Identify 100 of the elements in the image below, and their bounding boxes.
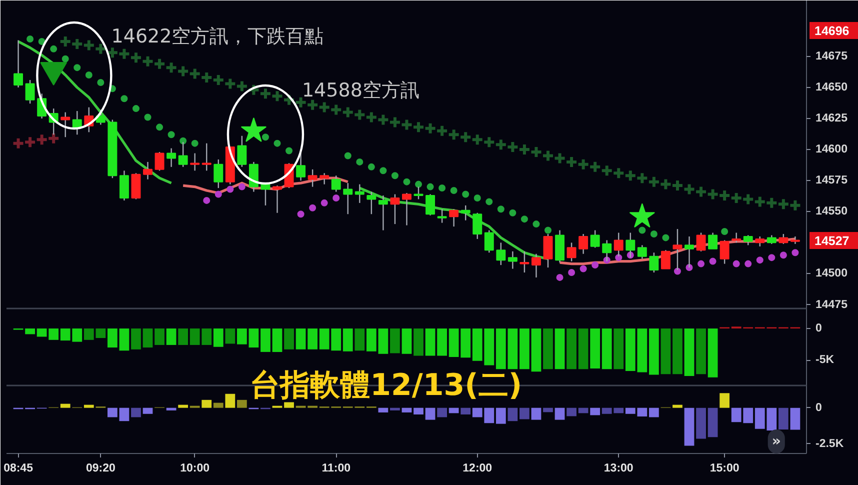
- point: [144, 114, 152, 121]
- point: [509, 209, 516, 216]
- bar: [202, 400, 212, 408]
- annotation: »: [772, 434, 781, 450]
- candlestick: [154, 151, 164, 172]
- y-tick-label: 14575: [816, 174, 848, 187]
- point: [26, 36, 34, 42]
- annotation: 台指軟體12/13(二): [250, 368, 522, 403]
- bar: [672, 404, 682, 408]
- point: [214, 190, 222, 198]
- point: [474, 194, 481, 202]
- candlestick: [378, 194, 388, 231]
- text: 14527: [814, 234, 850, 248]
- point: [238, 183, 246, 190]
- point: [50, 45, 58, 52]
- y-tick-label: 14625: [816, 112, 848, 124]
- bar: [566, 408, 576, 416]
- point: [35, 133, 48, 146]
- candlestick: [602, 240, 612, 262]
- point: [332, 194, 340, 202]
- bar: [60, 404, 70, 408]
- candlestick: [696, 232, 706, 252]
- point: [709, 258, 716, 265]
- point: [792, 249, 799, 256]
- candlestick: [320, 172, 330, 185]
- candlestick: [508, 250, 518, 270]
- point: [650, 230, 658, 238]
- candlestick: [660, 250, 670, 270]
- point: [12, 136, 25, 150]
- bar: [119, 408, 130, 422]
- point: [97, 78, 104, 86]
- bar: [236, 400, 247, 408]
- candlestick: [520, 250, 530, 274]
- candlestick: [531, 253, 541, 278]
- bar: [590, 408, 600, 416]
- point: [486, 198, 493, 206]
- candlestick: [590, 230, 600, 248]
- point: [638, 226, 646, 234]
- point: [262, 134, 269, 141]
- point: [191, 140, 198, 147]
- bar: [460, 408, 471, 414]
- x-tick-label: 11:00: [322, 462, 350, 474]
- bar: [213, 402, 224, 408]
- candlestick: [778, 233, 788, 245]
- y-tick-label: -2.5K: [816, 438, 844, 450]
- candlestick: [755, 236, 765, 248]
- x-tick-label: 09:20: [86, 462, 116, 474]
- candlestick: [578, 233, 588, 254]
- candlestick: [390, 194, 400, 225]
- point: [132, 105, 140, 112]
- point: [544, 226, 552, 234]
- point: [497, 206, 504, 213]
- candlestick: [402, 192, 412, 226]
- candlestick: [449, 208, 459, 228]
- bar: [84, 404, 94, 408]
- candlestick: [119, 170, 129, 202]
- candlestick: [272, 184, 282, 214]
- candlestick: [743, 234, 753, 246]
- candlestick: [496, 242, 506, 266]
- point: [674, 268, 681, 275]
- candlestick: [343, 182, 353, 215]
- x-tick-label: 15:00: [710, 462, 740, 474]
- candlestick: [25, 79, 35, 104]
- candlestick: [437, 208, 447, 224]
- candlestick: [214, 158, 224, 189]
- bar: [684, 408, 694, 446]
- point: [568, 268, 576, 276]
- candlestick: [460, 204, 470, 221]
- bar: [414, 408, 424, 414]
- bar: [543, 408, 553, 412]
- candlestick: [708, 232, 718, 250]
- x-tick-label: 13:00: [604, 462, 634, 474]
- candlestick: [637, 244, 647, 260]
- point: [403, 178, 410, 186]
- bar: [131, 408, 141, 418]
- point: [520, 216, 528, 223]
- candlestick: [308, 168, 318, 188]
- point: [24, 136, 37, 149]
- candlestick: [190, 152, 200, 172]
- y-tick-label: 14675: [816, 50, 848, 62]
- bar: [720, 393, 730, 408]
- point: [380, 167, 387, 174]
- bar: [166, 408, 176, 410]
- text: 14696: [814, 24, 850, 38]
- y-tick-label: 14500: [816, 268, 848, 280]
- bar: [378, 408, 388, 412]
- point: [721, 228, 728, 235]
- point: [38, 38, 46, 45]
- x-tick-label: 08:45: [4, 462, 34, 474]
- candlestick: [472, 212, 482, 240]
- point: [732, 260, 740, 268]
- candlestick: [248, 161, 258, 192]
- candlestick: [720, 240, 730, 264]
- bar: [178, 404, 188, 408]
- bar: [142, 408, 153, 414]
- candlestick: [260, 182, 270, 206]
- candlestick: [366, 191, 376, 215]
- point: [309, 204, 316, 212]
- point: [85, 72, 92, 79]
- candlestick: [484, 230, 494, 254]
